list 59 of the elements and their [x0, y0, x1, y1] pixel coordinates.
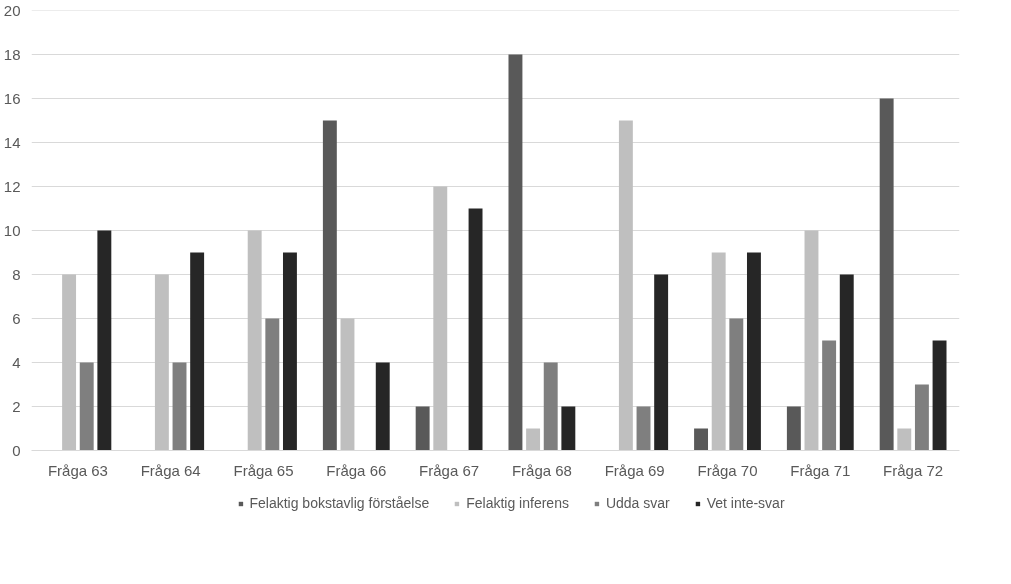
y-tick-label: 6	[12, 309, 21, 327]
bar	[694, 428, 709, 451]
bar	[786, 406, 801, 451]
bar	[543, 362, 558, 451]
bar	[654, 274, 669, 451]
y-tick-label: 16	[3, 89, 21, 107]
y-tick-label: 20	[3, 1, 21, 19]
x-tick-label: Fråga 66	[326, 461, 387, 479]
x-tick-label: Fråga 65	[233, 461, 294, 479]
y-tick-label: 12	[3, 177, 21, 195]
bar	[433, 186, 448, 451]
bar	[322, 120, 337, 451]
y-tick-label: 4	[12, 353, 21, 371]
bar	[468, 208, 483, 451]
y-tick-label: 0	[12, 441, 21, 459]
x-tick-label: Fråga 72	[883, 461, 944, 479]
x-tick-label: Fråga 67	[419, 461, 480, 479]
bar	[618, 120, 633, 451]
bar	[711, 252, 726, 451]
x-tick-label: Fråga 63	[47, 461, 108, 479]
bar	[561, 406, 576, 451]
bar	[415, 406, 430, 451]
bar	[375, 362, 390, 451]
bar	[282, 252, 297, 451]
bar	[247, 230, 262, 451]
legend-label: Udda svar	[605, 495, 670, 511]
bar	[804, 230, 819, 451]
legend-label: Felaktig bokstavlig förståelse	[249, 495, 430, 511]
bar	[729, 318, 744, 451]
bar	[97, 230, 112, 451]
bar	[879, 98, 894, 451]
y-tick-label: 14	[3, 133, 21, 151]
bar	[897, 428, 912, 451]
y-tick-label: 10	[3, 221, 21, 239]
bar	[914, 384, 929, 451]
x-tick-label: Fråga 68	[511, 461, 572, 479]
x-tick-label: Fråga 70	[697, 461, 758, 479]
legend-label: Vet inte-svar	[706, 495, 785, 511]
bar	[340, 318, 355, 451]
bar	[822, 340, 837, 451]
legend-label: Felaktig inferens	[466, 495, 569, 511]
bar	[839, 274, 854, 451]
bar	[526, 428, 541, 451]
bar	[932, 340, 947, 451]
bar	[62, 274, 77, 451]
bar	[190, 252, 205, 451]
y-tick-label: 18	[3, 45, 21, 63]
y-tick-label: 2	[12, 397, 21, 415]
bar	[79, 362, 94, 451]
bar	[265, 318, 280, 451]
bar	[154, 274, 169, 451]
y-tick-label: 8	[12, 265, 21, 283]
bar	[508, 54, 523, 451]
bar	[636, 406, 651, 451]
x-tick-label: Fråga 69	[604, 461, 665, 479]
x-tick-label: Fråga 71	[790, 461, 851, 479]
x-tick-label: Fråga 64	[140, 461, 201, 479]
bar	[746, 252, 761, 451]
bar	[172, 362, 187, 451]
